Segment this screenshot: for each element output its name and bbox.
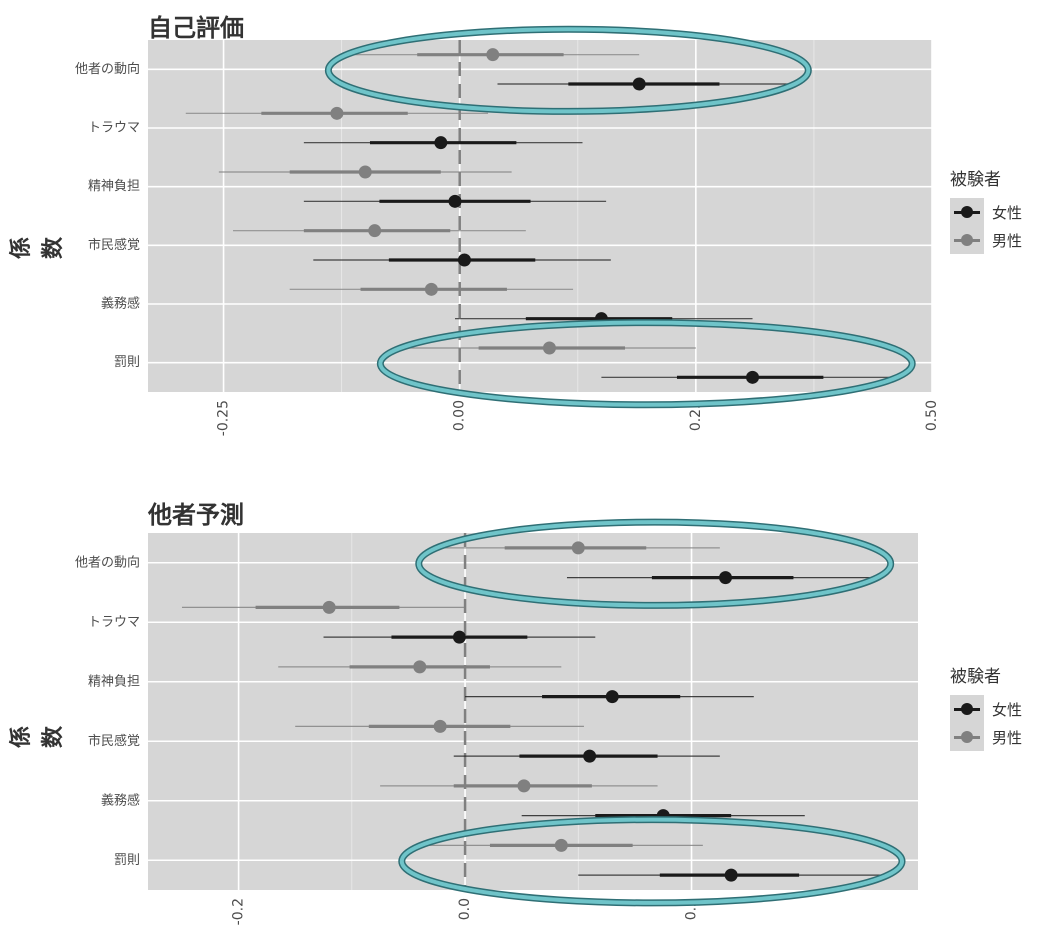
x-tick-label: 0.25 (688, 400, 704, 431)
point-estimate (542, 341, 556, 355)
legend-1: 被験者 女性 男性 (950, 165, 1040, 254)
legend-title-1: 被験者 (950, 170, 1001, 190)
highlight-ellipse (416, 520, 893, 608)
point-estimate (571, 541, 585, 555)
point-estimate (605, 690, 619, 704)
y-tick-label: トラウマ (88, 121, 140, 136)
highlight-ellipse (378, 320, 915, 407)
point-estimate (719, 571, 732, 585)
point-estimate (632, 77, 646, 91)
y-tick-label: 市民感覚 (88, 237, 140, 253)
y-tick-label: 精神負担 (88, 674, 140, 689)
point-estimate (457, 253, 471, 267)
y-tick-label: 義務感 (101, 792, 140, 808)
point-estimate (368, 224, 382, 238)
legend-item-male-2: 男性 (950, 723, 1040, 751)
point-estimate (434, 136, 448, 150)
point-estimate (358, 165, 372, 179)
point-estimate (448, 194, 462, 208)
highlight-ellipse (399, 817, 905, 905)
legend-item-male-1: 男性 (950, 226, 1040, 254)
point-estimate (583, 749, 597, 763)
y-tick-label: 他者の動向 (75, 61, 140, 77)
legend-item-female-2: 女性 (950, 695, 1040, 723)
y-tick-label: 市民感覚 (88, 733, 140, 749)
y-tick-label: 義務感 (101, 296, 140, 312)
chart-title-1: 自己評価 (148, 14, 244, 42)
legend-item-female-1: 女性 (950, 198, 1040, 226)
x-tick-label: 0.0 (457, 898, 473, 920)
legend-label: 女性 (992, 700, 1023, 719)
point-estimate (424, 282, 438, 296)
point-estimate (322, 600, 336, 614)
legend-label: 男性 (992, 231, 1023, 250)
y-tick-label: 精神負担 (88, 179, 140, 194)
point-estimate (746, 370, 760, 384)
legend-label: 男性 (992, 728, 1023, 747)
y-tick-label: 他者の動向 (75, 554, 140, 570)
y-tick-label: トラウマ (88, 615, 140, 630)
legend-label: 女性 (992, 203, 1023, 222)
point-estimate (486, 48, 500, 62)
point-estimate (517, 779, 531, 793)
point-estimate (452, 630, 466, 644)
legend-2: 被験者 女性 男性 (950, 662, 1040, 751)
x-tick-label: 0.00 (452, 400, 468, 431)
plot-background (148, 533, 918, 890)
highlight-ellipse (326, 27, 811, 114)
x-tick-label: -0.2 (231, 898, 247, 925)
y-tick-label: 罰則 (114, 853, 140, 868)
point-estimate (724, 868, 738, 882)
point-estimate (413, 660, 427, 674)
x-tick-label: 0.50 (924, 400, 940, 431)
chart-title-2: 他者予測 (148, 501, 244, 529)
point-estimate (433, 719, 447, 733)
legend-title-2: 被験者 (950, 667, 1001, 687)
point-estimate (330, 106, 344, 120)
point-estimate (554, 838, 568, 852)
y-tick-label: 罰則 (114, 355, 140, 370)
x-tick-label: -0.25 (216, 400, 232, 436)
